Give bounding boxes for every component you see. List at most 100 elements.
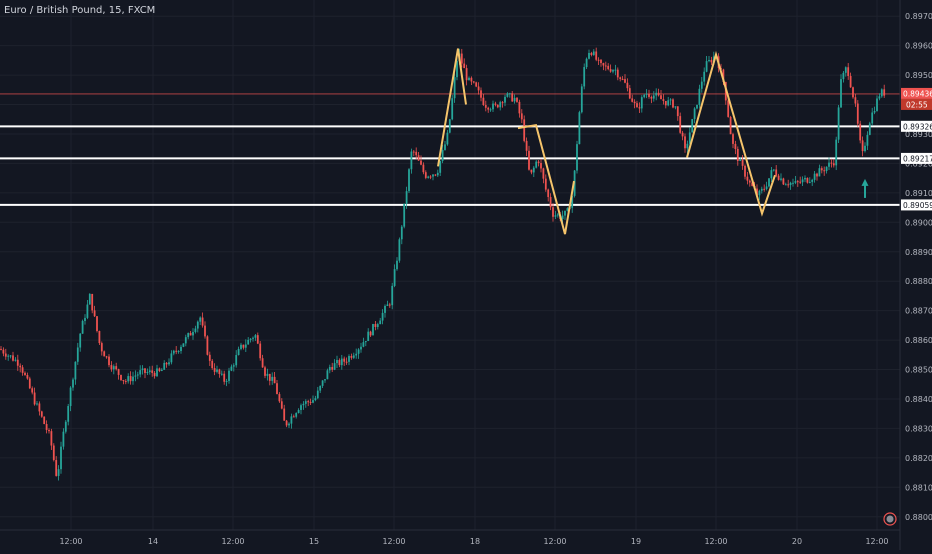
- candle-body: [187, 333, 190, 338]
- countdown-label: 02:55: [906, 100, 928, 109]
- candle-body: [417, 155, 420, 161]
- candle-body: [182, 343, 185, 347]
- candle-body: [842, 72, 845, 80]
- candle-body: [240, 344, 242, 349]
- candle-body: [828, 162, 830, 167]
- candle-body: [448, 119, 451, 133]
- candle-body: [355, 353, 358, 356]
- candle-body: [700, 81, 703, 89]
- candle-body: [681, 132, 684, 137]
- candle-body: [148, 370, 151, 373]
- candle-body: [297, 409, 300, 414]
- candle-body: [482, 97, 485, 106]
- candle-body: [307, 401, 310, 403]
- candle-body: [290, 416, 293, 424]
- candle-body: [475, 82, 478, 87]
- candle-body: [871, 112, 874, 124]
- candle-body: [578, 112, 581, 145]
- candle-body: [122, 380, 125, 382]
- candle-body: [184, 337, 187, 344]
- candle-body: [614, 69, 617, 71]
- candle-body: [590, 52, 593, 55]
- candle-body: [484, 105, 487, 108]
- candle-body: [758, 190, 761, 196]
- candle-body: [28, 378, 31, 389]
- candle-body: [496, 104, 499, 108]
- candle-body: [794, 181, 797, 183]
- candle-body: [19, 365, 22, 368]
- candle-body: [360, 346, 362, 350]
- candle-body: [672, 99, 674, 108]
- candle-body: [645, 93, 648, 95]
- candle-body: [782, 178, 785, 185]
- level-price-label: 0.89217: [903, 154, 932, 163]
- candle-body: [146, 372, 149, 374]
- candle-body: [283, 408, 286, 421]
- candle-body: [616, 69, 619, 78]
- candle-body: [549, 197, 552, 208]
- candle-body: [67, 406, 70, 422]
- candle-body: [300, 405, 302, 410]
- zigzag-pattern[interactable]: [686, 50, 776, 217]
- countdown-badge: [901, 98, 932, 110]
- candle-body: [74, 361, 77, 380]
- candle-body: [468, 77, 470, 81]
- candle-body: [408, 169, 410, 192]
- candle-body: [861, 140, 864, 152]
- candle-body: [643, 94, 646, 98]
- badges-layer: 0.89326 0.89217 0.89059 0.89436 02:55: [901, 87, 932, 211]
- candle-body: [391, 285, 394, 306]
- candle-body: [396, 260, 398, 270]
- candle-body: [664, 100, 667, 106]
- level-price-badge: [901, 152, 932, 164]
- candle-body: [230, 366, 233, 371]
- x-tick-label: 12:00: [704, 537, 727, 546]
- zigzag-pattern[interactable]: [517, 124, 575, 235]
- candle-body: [422, 164, 425, 173]
- candle-body: [705, 61, 708, 72]
- candle-body: [734, 143, 737, 150]
- record-button[interactable]: [883, 512, 897, 526]
- candle-body: [883, 89, 886, 96]
- candle-body: [492, 103, 494, 110]
- candle-body: [508, 93, 511, 95]
- candle-body: [432, 174, 434, 177]
- candle-body: [0, 348, 2, 350]
- candle-body: [636, 103, 638, 108]
- x-tick-label: 12:00: [543, 537, 566, 546]
- candle-body: [585, 58, 588, 68]
- candle-body: [811, 179, 814, 182]
- level-price-label: 0.89059: [903, 201, 932, 210]
- candle-body: [247, 339, 250, 345]
- candle-body: [136, 374, 139, 376]
- candle-body: [592, 51, 595, 55]
- candle-body: [796, 181, 799, 183]
- zigzag-pattern[interactable]: [437, 48, 467, 167]
- candle-body: [124, 381, 127, 383]
- candle-body: [816, 173, 818, 177]
- candle-body: [398, 239, 401, 261]
- candle-body: [36, 403, 38, 405]
- candle-body: [158, 368, 161, 372]
- misc-layer: [861, 178, 897, 526]
- x-tick-label: 20: [792, 537, 802, 546]
- candle-body: [504, 96, 506, 103]
- candle-body: [727, 100, 730, 117]
- candle-body: [777, 175, 780, 180]
- candle-body: [295, 413, 298, 417]
- candle-body: [144, 368, 146, 373]
- candle-body: [760, 188, 763, 191]
- candle-body: [650, 96, 653, 99]
- candle-body: [847, 67, 850, 76]
- candle-body: [456, 60, 458, 78]
- candle-body: [110, 365, 113, 370]
- candle-body: [254, 335, 257, 338]
- candle-body: [57, 469, 60, 476]
